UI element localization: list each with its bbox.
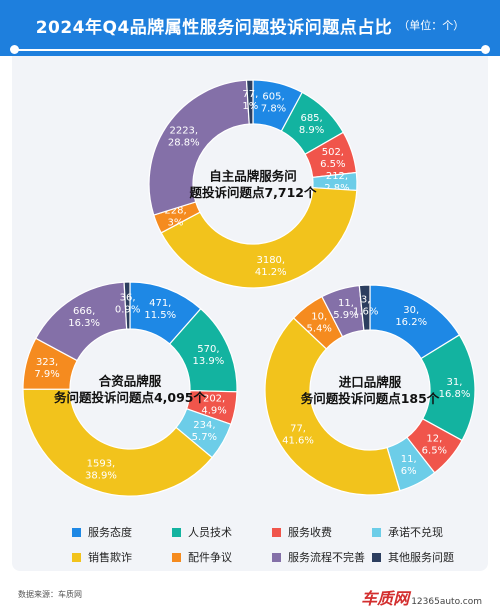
legend-swatch — [272, 527, 281, 537]
slice-value-label: 11, 6% — [401, 454, 417, 477]
logo-text: 车质网 — [361, 589, 410, 608]
slice-value-label: 31, 16.8% — [439, 377, 471, 400]
donut-slice-8 — [123, 281, 131, 330]
data-source: 数据来源：车质网 — [18, 590, 82, 599]
legend-item: 人员技术 — [172, 524, 272, 540]
slice-value-label: 605, 7.8% — [261, 92, 286, 115]
slice-value-label: 77, 41.6% — [282, 423, 314, 446]
donut-slice-5 — [22, 388, 213, 497]
slice-value-label: 323, 7.9% — [34, 357, 59, 380]
slice-value-label: 471, 11.5% — [144, 298, 176, 321]
legend-label: 其他服务问题 — [388, 551, 454, 564]
slice-value-label: 12, 6.5% — [422, 434, 447, 457]
slice-value-label: 234, 5.7% — [192, 420, 217, 443]
legend-item: 销售欺诈 — [72, 549, 172, 565]
legend-swatch — [372, 552, 381, 562]
donut-chart: 605, 7.8% 685, 8.9% 502, 6.5%212, 2.8% 3180, 41.… — [148, 79, 358, 289]
slice-value-label: 10, 5.4% — [306, 311, 331, 334]
slice-value-label: 3, 1.6% — [353, 295, 378, 318]
slice-value-label: 685, 8.9% — [299, 113, 324, 136]
legend-item: 其他服务问题 — [372, 549, 472, 565]
chart-header: 2024年Q4品牌属性服务问题投诉问题点占比 （单位：个） — [0, 0, 500, 56]
donut-chart: 30, 16.2% 31, 16.8% 12, 6.5% 11, 6% 77, 41.6% 10, 5… — [264, 284, 476, 496]
legend-label: 服务流程不完善 — [288, 551, 365, 564]
legend-swatch — [172, 552, 181, 562]
slice-value-label: 502, 6.5% — [320, 147, 345, 170]
slice-value-label: 30, 16.2% — [395, 305, 427, 328]
donut-slice-5 — [160, 187, 358, 289]
legend-swatch — [172, 527, 181, 537]
slice-value-label: 228, 3% — [164, 205, 186, 228]
legend-item: 配件争议 — [172, 549, 272, 565]
header-divider — [14, 49, 486, 51]
legend-swatch — [72, 552, 81, 562]
slice-value-label: 666, 16.3% — [68, 306, 100, 329]
legend-item: 承诺不兑现 — [372, 524, 472, 540]
donut-slice-8 — [358, 284, 371, 331]
slice-value-label: 36, 0.9% — [115, 293, 140, 316]
legend-item: 服务收费 — [272, 524, 372, 540]
legend-item: 服务态度 — [72, 524, 172, 540]
slice-value-label: 202, 4.9% — [201, 393, 226, 416]
donut-chart: 471, 11.5% 570, 13.9% 202, 4.9% 234, 5.7% 1593, 3… — [22, 281, 238, 497]
slice-value-label: 1593, 38.9% — [85, 458, 117, 481]
slice-value-label: 570, 13.9% — [192, 344, 224, 367]
footer: 数据来源：车质网 车质网 12365auto.com — [0, 577, 500, 609]
legend-swatch — [272, 552, 281, 562]
site-logo: 车质网 12365auto.com — [361, 585, 482, 609]
legend-label: 配件争议 — [188, 551, 232, 564]
slice-value-label: 3180, 41.2% — [255, 255, 287, 278]
legend-label: 销售欺诈 — [88, 551, 132, 564]
chart-title: 2024年Q4品牌属性服务问题投诉问题点占比 — [35, 17, 393, 38]
legend-swatch — [72, 527, 81, 537]
legend-label: 服务态度 — [88, 526, 132, 539]
slice-value-label: 2223, 28.8% — [168, 125, 200, 148]
legend: 服务态度 人员技术 服务收费 承诺不兑现 销售欺诈 配件争议 服务流程不完善 其… — [72, 524, 472, 565]
legend-item: 服务流程不完善 — [272, 549, 372, 565]
slice-value-label: 212, 2.8% — [324, 171, 349, 194]
header-divider-dot-left — [10, 45, 19, 54]
donut-center-title: 合资品牌服务问题投诉问题点4,095个 — [54, 373, 207, 405]
legend-label: 服务收费 — [288, 526, 332, 539]
donut-slice-7 — [148, 79, 250, 216]
donut-slice-8 — [245, 79, 254, 125]
legend-label: 人员技术 — [188, 526, 232, 539]
legend-swatch — [372, 527, 381, 537]
logo-site: 12365auto.com — [411, 597, 482, 607]
slice-value-label: 11, 5.9% — [333, 298, 358, 321]
header-divider-dot-right — [481, 45, 490, 54]
donut-center-title: 进口品牌服务问题投诉问题点185个 — [301, 374, 440, 406]
donut-center-title: 自主品牌服务问题投诉问题点7,712个 — [189, 168, 317, 200]
legend-label: 承诺不兑现 — [388, 526, 443, 539]
unit-note: （单位：个） — [398, 19, 465, 32]
slice-value-label: 77, 1% — [242, 89, 258, 112]
donut-slice-5 — [264, 317, 401, 496]
